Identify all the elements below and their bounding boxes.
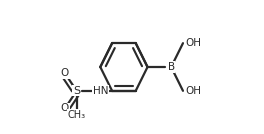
Text: O: O (61, 103, 69, 113)
Text: OH: OH (185, 38, 201, 48)
Text: B: B (168, 62, 175, 72)
Text: CH₃: CH₃ (68, 110, 86, 120)
Text: S: S (73, 86, 80, 96)
Text: OH: OH (185, 86, 201, 96)
Text: O: O (61, 68, 69, 78)
Text: HN: HN (93, 86, 108, 96)
